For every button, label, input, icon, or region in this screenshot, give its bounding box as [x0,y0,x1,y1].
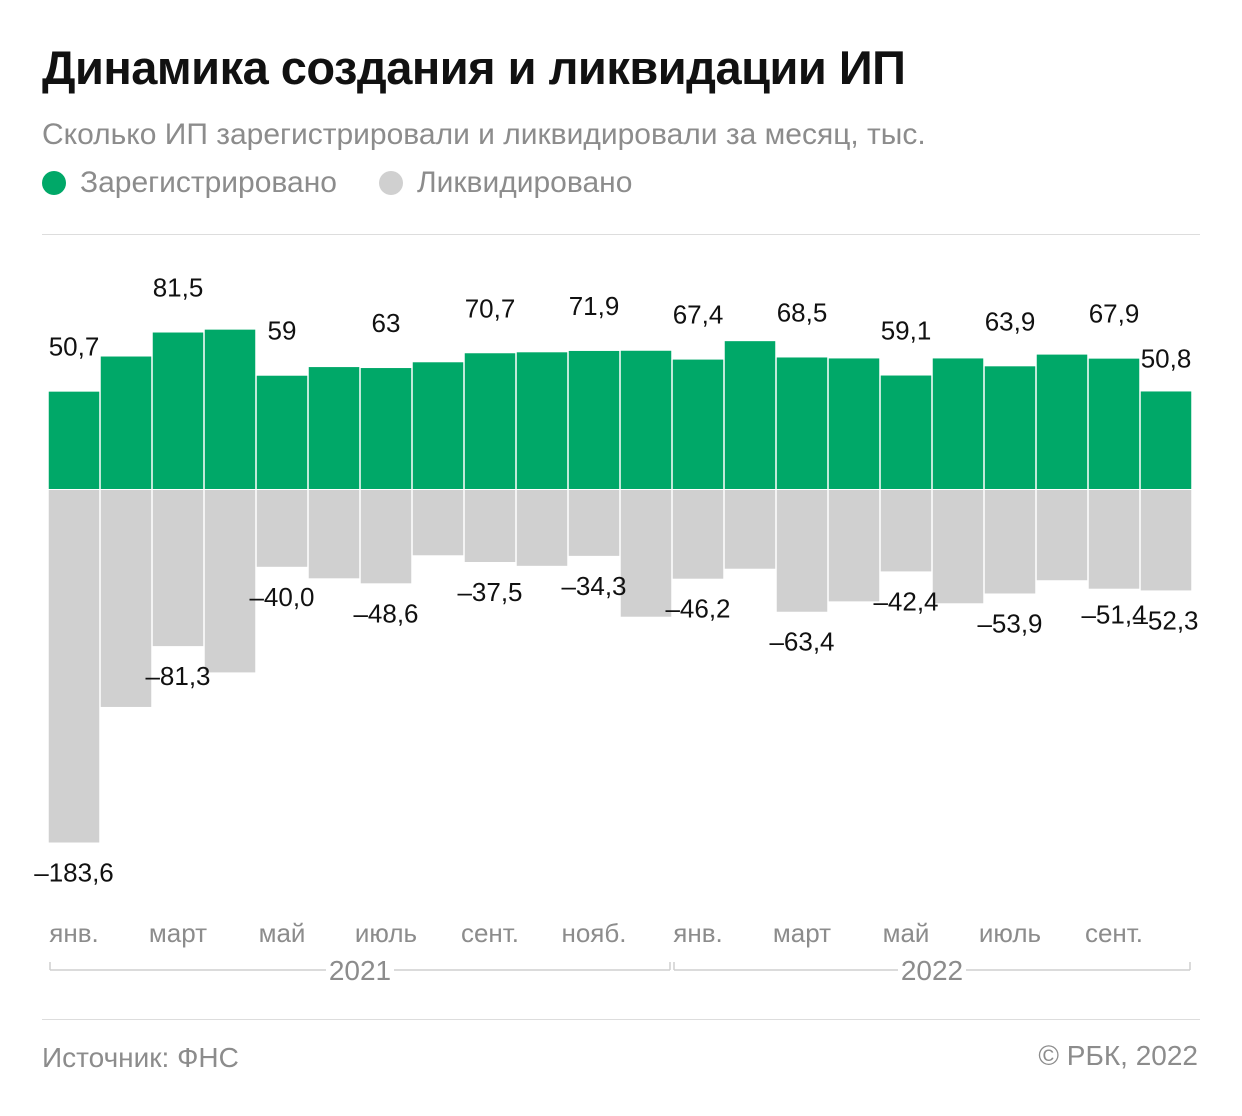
data-label-registered: 67,9 [1089,299,1140,329]
legend-item-registered: Зарегистрировано [42,166,337,200]
bar-registered [152,332,204,489]
x-tick-label: нояб. [561,918,626,948]
bar-registered [620,350,672,489]
bar-registered [100,356,152,489]
bar-registered [48,391,100,489]
data-label-liquidated: –51,4 [1081,600,1146,630]
data-label-liquidated: –40,0 [249,582,314,612]
bar-liquidated [308,490,360,579]
bar-registered [204,329,256,489]
bar-liquidated [1036,490,1088,581]
bar-liquidated [1140,490,1192,591]
bar-liquidated [568,490,620,556]
bar-registered [360,368,412,489]
x-tick-label: сент. [1085,918,1143,948]
bar-liquidated [724,490,776,569]
source-note: Источник: ФНС [42,1042,239,1073]
data-label-liquidated: –81,3 [145,661,210,691]
data-label-registered: 68,5 [777,297,828,327]
bar-chart: 50,7 81,5 59 63 70,7 71,9 67,4 68,5 59,1 63,9 67,9… [34,273,1198,986]
x-tick-label: май [259,918,306,948]
data-label-registered: 59,1 [881,316,932,346]
chart-title: Динамика создания и ликвидации ИП [42,41,906,94]
x-tick-label: июль [355,918,417,948]
bottom-divider [42,1019,1200,1020]
data-label-registered: 59 [268,316,297,346]
bar-liquidated [620,490,672,617]
x-tick-label: май [883,918,930,948]
data-label-liquidated: –52,3 [1133,605,1198,635]
data-label-registered: 67,4 [673,300,724,330]
bar-liquidated [828,490,880,602]
bar-liquidated [880,490,932,572]
data-label-registered: 63 [372,308,401,338]
bar-registered [828,358,880,489]
bar-registered [568,350,620,489]
legend-label-liquidated: Ликвидировано [416,166,633,199]
bar-registered [672,359,724,489]
data-label-liquidated: –183,6 [34,858,114,888]
data-label-registered: 81,5 [153,273,204,303]
bar-registered [776,357,828,489]
data-label-registered: 63,9 [985,306,1036,336]
data-label-liquidated: –34,3 [561,571,626,601]
x-tick-label: июль [979,918,1041,948]
bar-registered [1140,391,1192,489]
copyright-note: © РБК, 2022 [1038,1040,1198,1071]
legend: Зарегистрировано Ликвидировано [42,166,674,200]
bar-liquidated [516,490,568,566]
bar-registered [516,352,568,489]
bar-liquidated [464,490,516,562]
bar-registered [256,375,308,489]
bar-registered [464,353,516,489]
data-label-liquidated: –42,4 [873,586,938,616]
legend-item-liquidated: Ликвидировано [378,166,633,200]
legend-label-registered: Зарегистрировано [80,166,337,199]
data-label-registered: 50,8 [1141,343,1192,373]
x-tick-label: янв. [49,918,98,948]
bar-liquidated [48,490,100,843]
bar-liquidated [204,490,256,673]
bar-registered [1036,354,1088,489]
bar-liquidated [672,490,724,579]
bar-liquidated [932,490,984,604]
year-label: 2022 [901,955,963,986]
legend-swatch-registered [42,171,66,195]
bar-liquidated [100,490,152,707]
bar-registered [880,375,932,489]
chart-subtitle: Сколько ИП зарегистрировали и ликвидиров… [42,118,926,151]
bar-liquidated [360,490,412,584]
bar-liquidated [1088,490,1140,589]
data-label-liquidated: –63,4 [769,627,834,657]
top-divider [42,234,1200,235]
bar-registered [1088,358,1140,489]
data-label-liquidated: –46,2 [665,594,730,624]
year-label: 2021 [329,955,391,986]
bar-registered [932,358,984,489]
legend-swatch-liquidated [378,171,403,195]
bar-liquidated [152,490,204,647]
bar-liquidated [776,490,828,612]
bar-registered [308,367,360,489]
data-label-liquidated: –37,5 [457,577,522,607]
x-tick-label: янв. [673,918,722,948]
bar-liquidated [412,490,464,556]
x-tick-label: сент. [461,918,519,948]
data-label-registered: 70,7 [465,293,516,323]
x-tick-label: март [773,918,831,948]
data-label-registered: 50,7 [49,332,100,362]
data-label-registered: 71,9 [569,291,620,321]
bar-registered [984,366,1036,489]
bar-registered [724,341,776,489]
x-tick-label: март [149,918,207,948]
bar-registered [412,362,464,489]
bar-liquidated [256,490,308,567]
bar-liquidated [984,490,1036,594]
data-label-liquidated: –48,6 [353,598,418,628]
data-label-liquidated: –53,9 [977,608,1042,638]
